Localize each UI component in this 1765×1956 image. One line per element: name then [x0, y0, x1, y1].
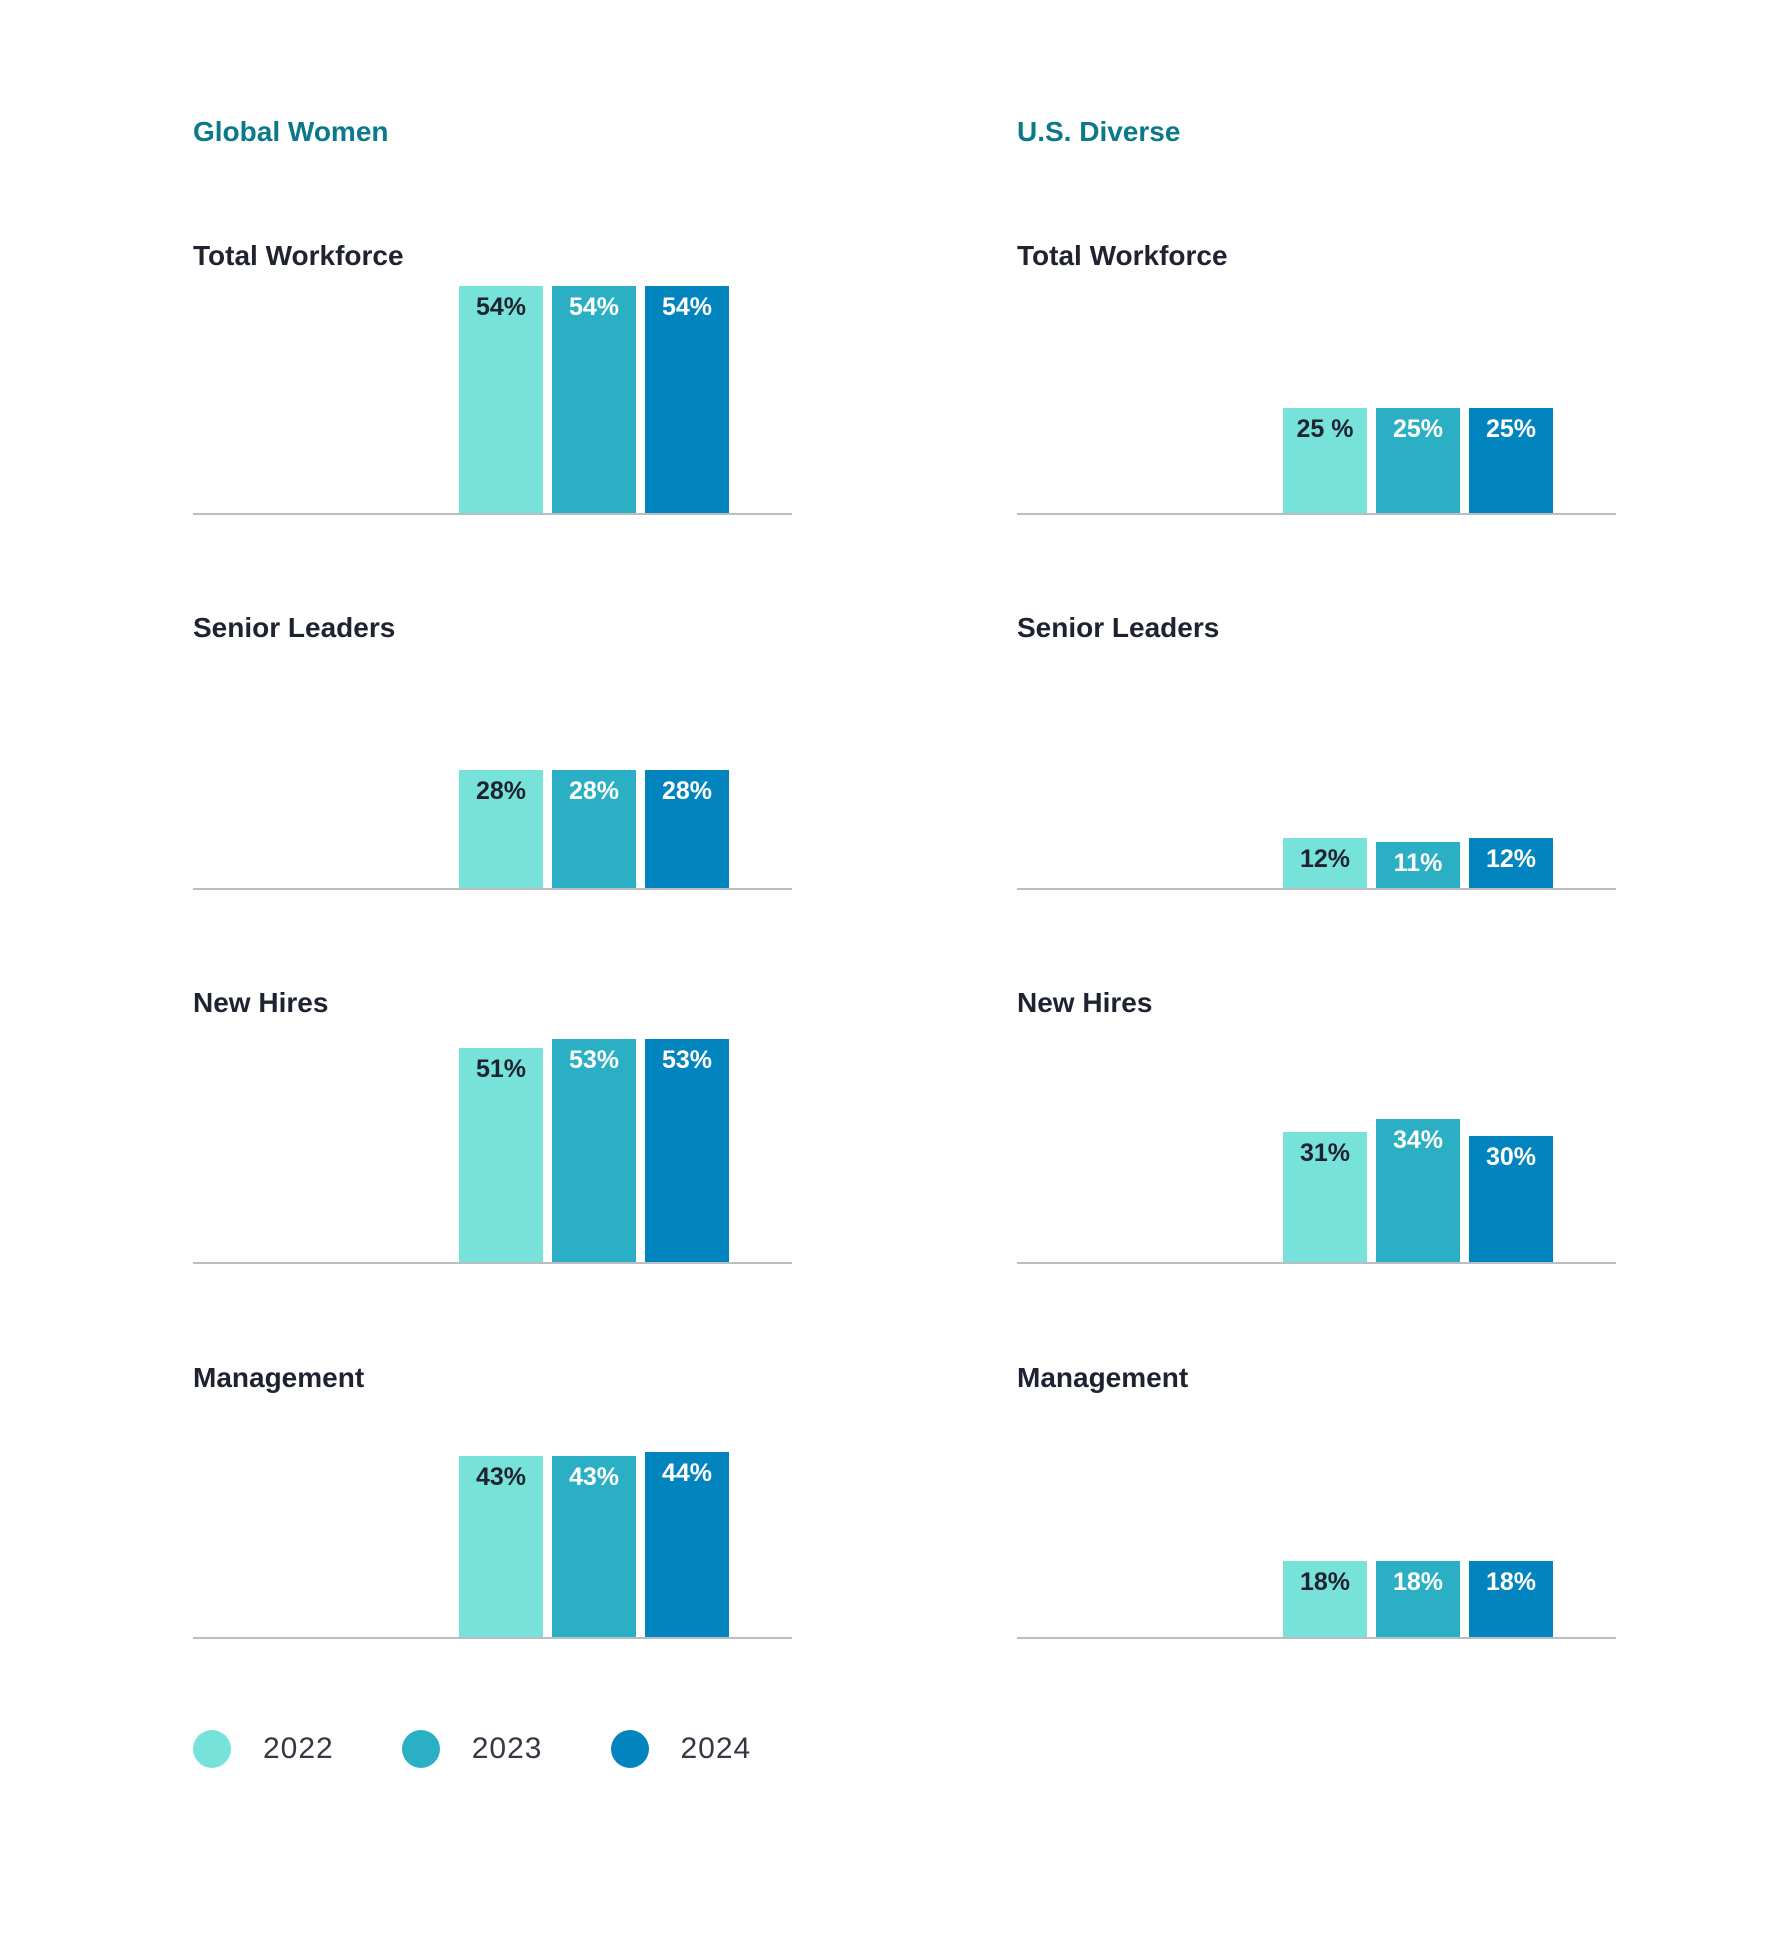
panel-baseline — [1017, 513, 1616, 515]
bar-2024: 30% — [1469, 1136, 1553, 1262]
bar-value-label: 28% — [661, 777, 713, 805]
panel-baseline — [193, 513, 792, 515]
bar-2023: 28% — [552, 770, 636, 888]
bar-value-label: 28% — [568, 777, 620, 805]
panel-title: Total Workforce — [193, 240, 404, 271]
bar-2022: 25 % — [1283, 408, 1367, 513]
bar-value-label: 11% — [1393, 849, 1443, 877]
legend-item-2023: 2023 — [401, 1730, 543, 1768]
legend-label-2022: 2022 — [263, 1732, 334, 1765]
bar-value-label: 18% — [1299, 1568, 1351, 1596]
panel-title: Management — [193, 1362, 365, 1393]
bar-value-label: 54% — [568, 293, 620, 321]
panel-baseline — [193, 888, 792, 890]
bar-2023: 34% — [1376, 1119, 1460, 1262]
legend-swatch-2023 — [401, 1730, 440, 1768]
panel-title: New Hires — [193, 987, 329, 1018]
bar-value-label: 44% — [661, 1459, 713, 1487]
bar-value-label: 53% — [661, 1046, 713, 1074]
panel-baseline — [193, 1637, 792, 1639]
bar-2022: 43% — [459, 1456, 543, 1637]
bar-value-label: 18% — [1485, 1568, 1537, 1596]
legend-label-2023: 2023 — [471, 1732, 543, 1765]
bar-2023: 18% — [1376, 1561, 1460, 1637]
bar-value-label: 25% — [1392, 415, 1444, 443]
bar-2024: 18% — [1469, 1561, 1553, 1637]
bar-2022: 31% — [1283, 1132, 1367, 1262]
bar-value-label: 12% — [1485, 845, 1537, 873]
legend-swatch-2022 — [193, 1730, 231, 1768]
bar-2023: 54% — [552, 286, 636, 513]
bar-2024: 12% — [1469, 838, 1553, 888]
bar-2024: 28% — [645, 770, 729, 888]
legend: 2022 2023 2024 — [193, 1730, 819, 1768]
bar-value-label: 51% — [475, 1055, 527, 1083]
panel-baseline — [1017, 888, 1616, 890]
panel-title: Total Workforce — [1017, 240, 1228, 271]
bar-2023: 11% — [1376, 842, 1460, 888]
panel-baseline — [1017, 1262, 1616, 1264]
bar-value-label: 54% — [475, 293, 527, 321]
bar-value-label: 43% — [475, 1463, 527, 1491]
bar-value-label: 25 % — [1296, 415, 1354, 443]
bar-value-label: 25% — [1485, 415, 1537, 443]
bar-value-label: 53% — [568, 1046, 620, 1074]
bar-value-label: 18% — [1392, 1568, 1444, 1596]
bar-2022: 51% — [459, 1048, 543, 1262]
bar-2022: 54% — [459, 286, 543, 513]
bar-2024: 54% — [645, 286, 729, 513]
bar-2023: 25% — [1376, 408, 1460, 513]
bar-value-label: 28% — [475, 777, 527, 805]
legend-item-2022: 2022 — [193, 1730, 334, 1768]
panel-baseline — [193, 1262, 792, 1264]
bar-value-label: 31% — [1299, 1139, 1351, 1167]
panel-title: Management — [1017, 1362, 1189, 1393]
bar-2022: 28% — [459, 770, 543, 888]
bar-2024: 25% — [1469, 408, 1553, 513]
legend-item-2024: 2024 — [610, 1730, 752, 1768]
bar-2022: 18% — [1283, 1561, 1367, 1637]
panel-title: New Hires — [1017, 987, 1153, 1018]
legend-label-2024: 2024 — [680, 1732, 752, 1765]
bar-value-label: 12% — [1299, 845, 1351, 873]
group-title: U.S. Diverse — [1017, 116, 1181, 147]
bar-value-label: 30% — [1485, 1143, 1537, 1171]
panel-baseline — [1017, 1637, 1616, 1639]
bar-value-label: 43% — [568, 1463, 620, 1491]
bar-2023: 53% — [552, 1039, 636, 1262]
bar-2024: 53% — [645, 1039, 729, 1262]
bar-value-label: 34% — [1392, 1126, 1444, 1154]
group-title: Global Women — [193, 116, 389, 147]
legend-swatch-2024 — [610, 1730, 649, 1768]
panel-title: Senior Leaders — [1017, 612, 1220, 643]
bar-2023: 43% — [552, 1456, 636, 1637]
panel-title: Senior Leaders — [193, 612, 396, 643]
bar-value-label: 54% — [661, 293, 713, 321]
bar-2024: 44% — [645, 1452, 729, 1637]
bar-2022: 12% — [1283, 838, 1367, 888]
